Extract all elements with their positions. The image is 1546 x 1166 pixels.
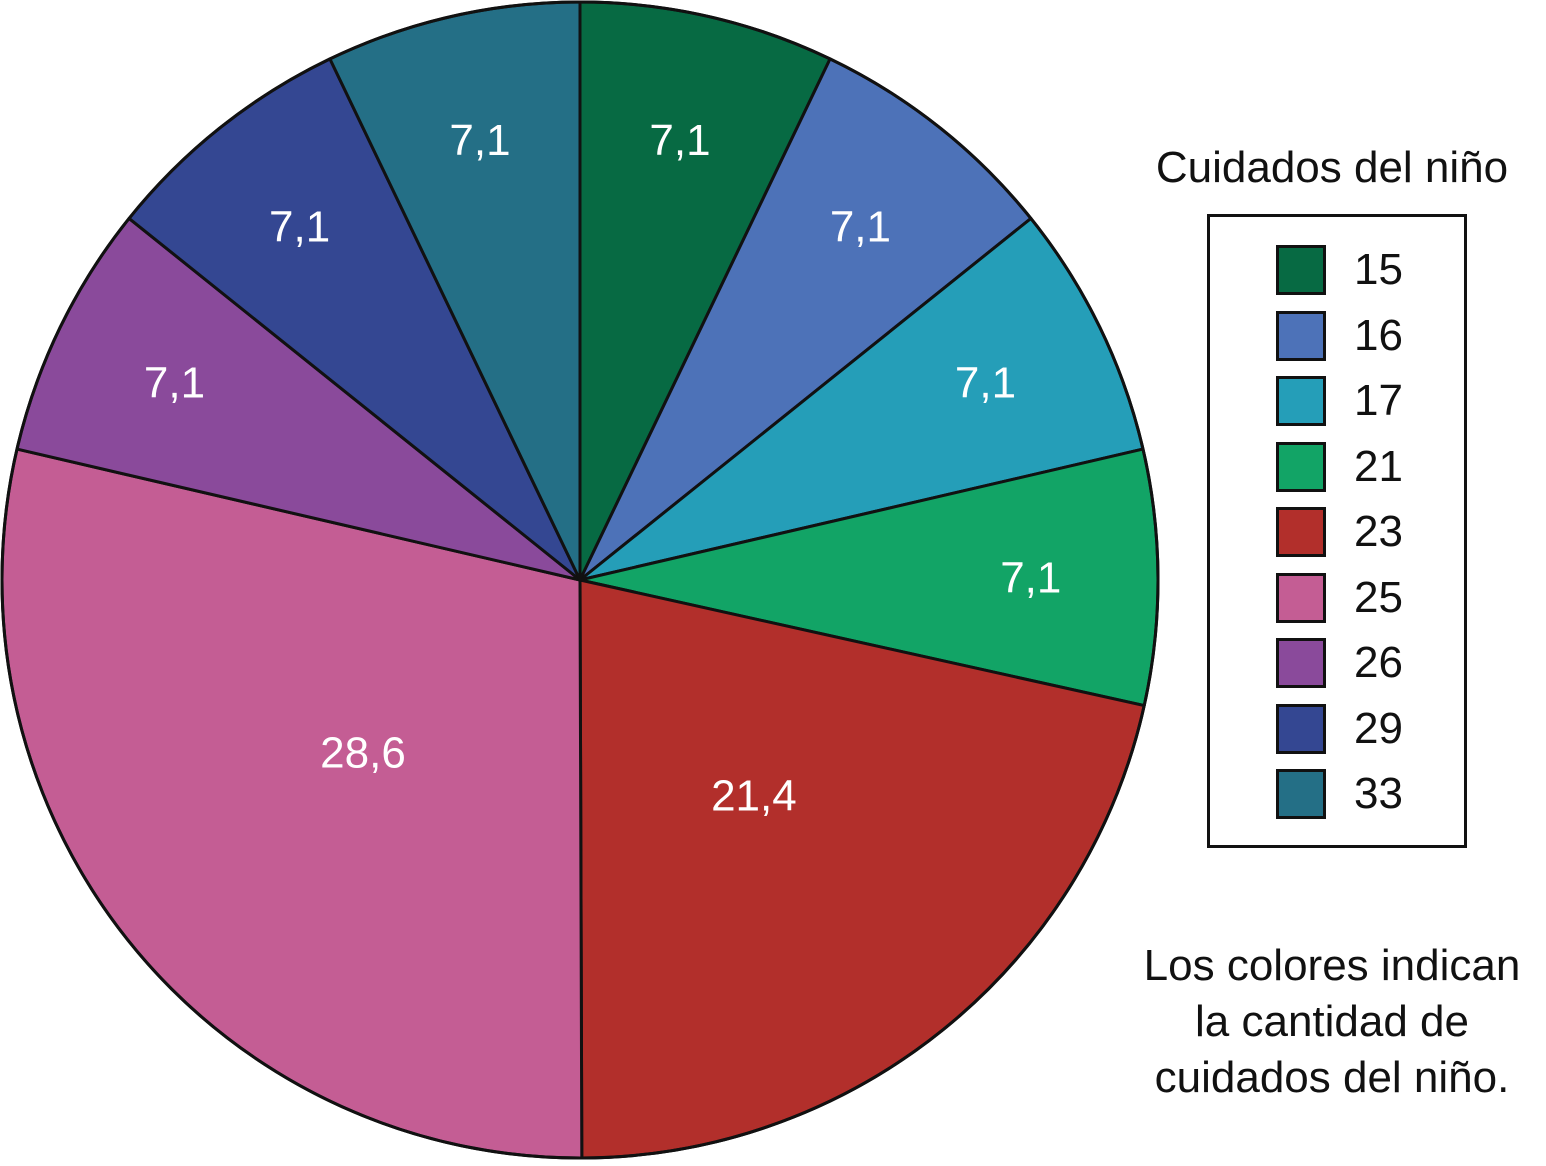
legend-swatch-21 [1276,441,1326,492]
legend-item-21: 21 [1276,440,1403,494]
pie-slice-label-17: 7,1 [955,359,1016,408]
legend-item-29: 29 [1276,702,1403,756]
pie-outline [0,0,1160,1160]
legend-label-33: 33 [1354,769,1403,818]
pie-slice-label-16: 7,1 [830,203,891,252]
legend-swatch-15 [1276,245,1326,295]
legend-label-21: 21 [1354,441,1403,491]
note-line-3: cuidados del niño. [1154,1053,1510,1102]
legend-item-25: 25 [1276,571,1403,625]
pie-slice-label-26: 7,1 [144,359,205,408]
pie-slice-label-25: 28,6 [320,728,406,777]
legend-label-25: 25 [1354,572,1403,622]
legend-swatch-23 [1276,507,1326,557]
legend-swatch-17 [1276,376,1326,426]
legend-swatch-26 [1276,638,1326,688]
legend: 15 16 17 21 23 25 26 29 33 [1207,214,1467,848]
pie-slice-label-21: 7,1 [1000,553,1061,602]
legend-item-17: 17 [1276,374,1403,428]
legend-item-15: 15 [1276,243,1403,297]
legend-swatch-25 [1276,572,1326,623]
legend-swatch-16 [1276,310,1326,361]
note-line-1: Los colores indican [1143,941,1521,990]
legend-title: Cuidados del niño [1155,143,1509,192]
legend-label-23: 23 [1354,507,1403,556]
legend-swatch-33 [1276,769,1326,819]
legend-item-33: 33 [1276,767,1403,821]
legend-label-16: 16 [1354,310,1403,360]
pie-slice-label-15: 7,1 [649,116,710,165]
pie-slice-label-29: 7,1 [269,203,330,252]
legend-item-26: 26 [1276,636,1403,690]
chart-note: Los colores indican la cantidad de cuida… [1118,938,1546,1106]
note-line-2: la cantidad de [1195,997,1469,1046]
legend-label-15: 15 [1354,245,1403,294]
pie-slice-label-33: 7,1 [449,116,510,165]
legend-item-16: 16 [1276,309,1403,363]
legend-item-23: 23 [1276,505,1403,559]
legend-label-17: 17 [1354,376,1403,425]
legend-label-26: 26 [1354,638,1403,687]
pie-slice-label-23: 21,4 [711,772,797,821]
legend-label-29: 29 [1354,703,1403,753]
legend-swatch-29 [1276,703,1326,754]
